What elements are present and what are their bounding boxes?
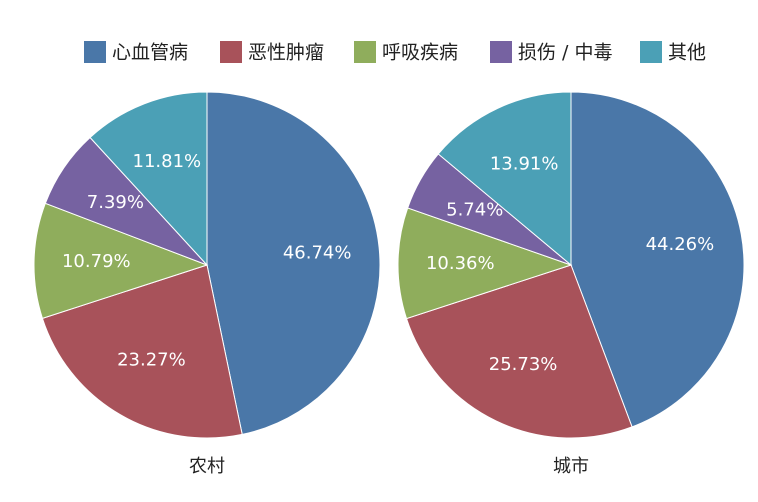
pie-title: 农村 [189,456,225,477]
slice-label: 11.81% [133,151,202,172]
legend-label: 恶性肿瘤 [248,42,324,64]
legend-swatch [220,41,242,63]
slice-label: 10.36% [426,253,495,274]
pie-slice [437,91,572,267]
pie-slice [41,264,243,439]
pie-title: 城市 [553,456,589,477]
pie-slice [570,91,745,428]
slice-label: 10.79% [62,251,131,272]
pie-slice [206,91,381,435]
slice-label: 44.26% [646,234,715,255]
slice-label: 7.39% [87,192,144,213]
legend-swatch [490,41,512,63]
slice-label: 13.91% [490,154,559,175]
legend-label: 其他 [668,42,706,64]
pie-slice [405,264,633,439]
slice-label: 5.74% [446,199,503,220]
pie-slice [89,91,208,267]
pie-slice [33,202,209,319]
pie-slice [397,207,573,320]
legend-label: 心血管病 [112,42,188,64]
slice-label: 23.27% [117,350,186,371]
slice-label: 46.74% [283,243,352,264]
legend-swatch [640,41,662,63]
legend-swatch [354,41,376,63]
legend-swatch [84,41,106,63]
slice-label: 25.73% [489,354,558,375]
legend-label: 损伤 / 中毒 [518,42,612,64]
legend-label: 呼吸疾病 [382,42,458,64]
